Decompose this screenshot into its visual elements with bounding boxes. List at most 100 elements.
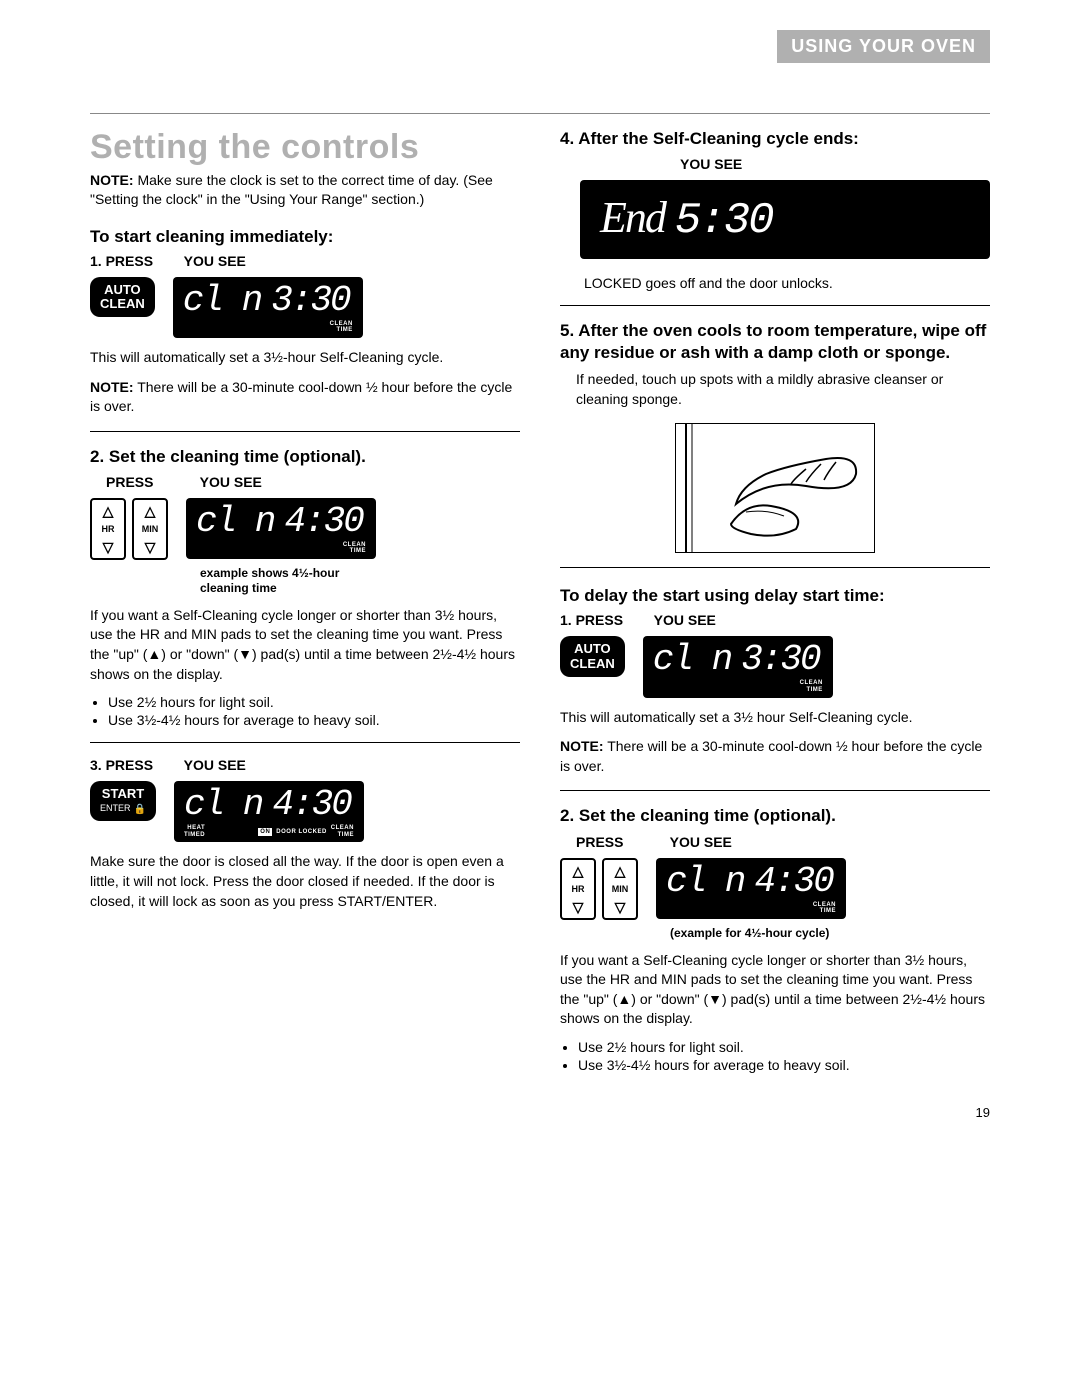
step1-num: 1. <box>90 253 102 269</box>
left-column: Setting the controls NOTE: Make sure the… <box>90 128 520 1075</box>
hr-min-pads: △ HR ▽ △ MIN ▽ <box>90 498 168 560</box>
step3-num: 3. <box>90 757 102 773</box>
min-pad-d: △ MIN ▽ <box>602 858 638 920</box>
disp-time: TIME <box>196 548 366 555</box>
disp-clean: CLEAN <box>196 542 366 549</box>
down-arrow-icon: ▽ <box>145 540 156 554</box>
autoclean-l2: CLEAN <box>570 657 615 671</box>
disp-doorlocked: DOOR LOCKED <box>276 829 327 836</box>
display-end-530: End 5:30 <box>580 180 990 259</box>
label-press-d2: PRESS <box>576 834 666 850</box>
enter-label: ENTER <box>100 804 131 814</box>
body-5: If needed, touch up spots with a mildly … <box>576 370 990 409</box>
display-cln-330: cl n 3:30 CLEAN TIME <box>173 277 363 338</box>
up-arrow-icon: △ <box>573 864 584 878</box>
min-label: MIN <box>142 524 159 534</box>
page-title: Setting the controls <box>90 128 520 167</box>
label-press-3: PRESS <box>106 757 153 773</box>
step5-heading: 5. After the oven cools to room temperat… <box>560 320 990 364</box>
body-1a: This will automatically set a 3½-hour Se… <box>90 348 520 368</box>
disp6-right: 4:30 <box>754 864 832 900</box>
disp5-right: 3:30 <box>741 642 819 678</box>
disp-timed: TIMED <box>184 832 205 839</box>
label-yousee-2: YOU SEE <box>200 474 262 490</box>
hr-label: HR <box>572 884 585 894</box>
disp-time: TIME <box>183 327 353 334</box>
disp-clean: CLEAN <box>331 825 354 832</box>
hr-label: HR <box>102 524 115 534</box>
autoclean-l2: CLEAN <box>100 297 145 311</box>
label-yousee-4: YOU SEE <box>680 156 742 172</box>
label-yousee: YOU SEE <box>184 253 246 269</box>
label-yousee-3: YOU SEE <box>184 757 246 773</box>
body-d2: If you want a Self-Cleaning cycle longer… <box>560 951 990 1029</box>
body-2: If you want a Self-Cleaning cycle longer… <box>90 606 520 684</box>
disp-time: TIME <box>666 908 836 915</box>
min-pad: △ MIN ▽ <box>132 498 168 560</box>
disp2-right: 4:30 <box>284 504 362 540</box>
auto-clean-button: AUTO CLEAN <box>90 277 155 318</box>
disp-time: TIME <box>653 687 823 694</box>
down-arrow-icon: ▽ <box>573 900 584 914</box>
disp-clean: CLEAN <box>183 321 353 328</box>
display-cln-430-d: cl n 4:30 CLEAN TIME <box>656 858 846 919</box>
bullet-light-soil: Use 2½ hours for light soil. <box>108 694 520 710</box>
down-arrow-icon: ▽ <box>615 900 626 914</box>
disp-time: TIME <box>331 832 354 839</box>
label-press: PRESS <box>106 253 153 269</box>
section-header: USING YOUR OVEN <box>777 30 990 63</box>
body-3: Make sure the door is closed all the way… <box>90 852 520 911</box>
down-arrow-icon: ▽ <box>103 540 114 554</box>
bullet-heavy-soil-d: Use 3½-4½ hours for average to heavy soi… <box>578 1057 990 1073</box>
label-yousee-d1: YOU SEE <box>654 612 716 628</box>
caption-example-d: (example for 4½-hour cycle) <box>670 926 990 941</box>
disp6-left: cl n <box>666 864 744 900</box>
note-clock: NOTE: Make sure the clock is set to the … <box>90 171 520 209</box>
disp4-left: End <box>600 196 665 240</box>
step4-heading: 4. After the Self-Cleaning cycle ends: <box>560 128 990 150</box>
disp2-left: cl n <box>196 504 274 540</box>
hr-min-pads-d: △ HR ▽ △ MIN ▽ <box>560 858 638 920</box>
step2-delay-heading: 2. Set the cleaning time (optional). <box>560 805 990 827</box>
lock-icon: 🔒 <box>134 804 146 815</box>
disp3-right: 4:30 <box>272 787 350 823</box>
right-column: 4. After the Self-Cleaning cycle ends: Y… <box>560 128 990 1075</box>
display-start-430: cl n 4:30 HEAT TIMED ON DOOR LOCKED CLEA <box>174 781 364 842</box>
autoclean-l1: AUTO <box>100 283 145 297</box>
body-1b: NOTE: There will be a 30-minute cool-dow… <box>90 378 520 417</box>
label-yousee-d2: YOU SEE <box>670 834 732 850</box>
autoclean-l1: AUTO <box>570 642 615 656</box>
bullet-light-soil-d: Use 2½ hours for light soil. <box>578 1039 990 1055</box>
label-press-2: PRESS <box>106 474 196 490</box>
disp3-left: cl n <box>184 787 262 823</box>
auto-clean-button-d: AUTO CLEAN <box>560 636 625 677</box>
min-label: MIN <box>612 884 629 894</box>
heading-start-immediately: To start cleaning immediately: <box>90 227 520 247</box>
disp1-right: 3:30 <box>271 283 349 319</box>
disp-heat: HEAT <box>184 825 205 832</box>
page-number: 19 <box>90 1105 990 1120</box>
caption-example-430: example shows 4½-hourcleaning time <box>200 566 520 596</box>
display-cln-330-d: cl n 3:30 CLEAN TIME <box>643 636 833 697</box>
up-arrow-icon: △ <box>145 504 156 518</box>
step1-delay-num: 1. <box>560 612 572 628</box>
display-cln-430: cl n 4:30 CLEAN TIME <box>186 498 376 559</box>
disp4-right: 5:30 <box>675 199 773 243</box>
heading-delay-start: To delay the start using delay start tim… <box>560 586 990 606</box>
hr-pad-d: △ HR ▽ <box>560 858 596 920</box>
body-d1a: This will automatically set a 3½ hour Se… <box>560 708 990 728</box>
body-d1b: NOTE: There will be a 30-minute cool-dow… <box>560 737 990 776</box>
start-enter-button: START ENTER 🔒 <box>90 781 156 820</box>
locked-text: LOCKED goes off and the door unlocks. <box>584 275 990 291</box>
label-press-d1: PRESS <box>576 612 623 628</box>
up-arrow-icon: △ <box>615 864 626 878</box>
step2-heading: 2. Set the cleaning time (optional). <box>90 446 520 468</box>
start-label: START <box>100 787 146 801</box>
disp-clean: CLEAN <box>653 680 823 687</box>
disp1-left: cl n <box>183 283 261 319</box>
hr-pad: △ HR ▽ <box>90 498 126 560</box>
disp5-left: cl n <box>653 642 731 678</box>
bullet-heavy-soil: Use 3½-4½ hours for average to heavy soi… <box>108 712 520 728</box>
disp-clean: CLEAN <box>666 902 836 909</box>
up-arrow-icon: △ <box>103 504 114 518</box>
